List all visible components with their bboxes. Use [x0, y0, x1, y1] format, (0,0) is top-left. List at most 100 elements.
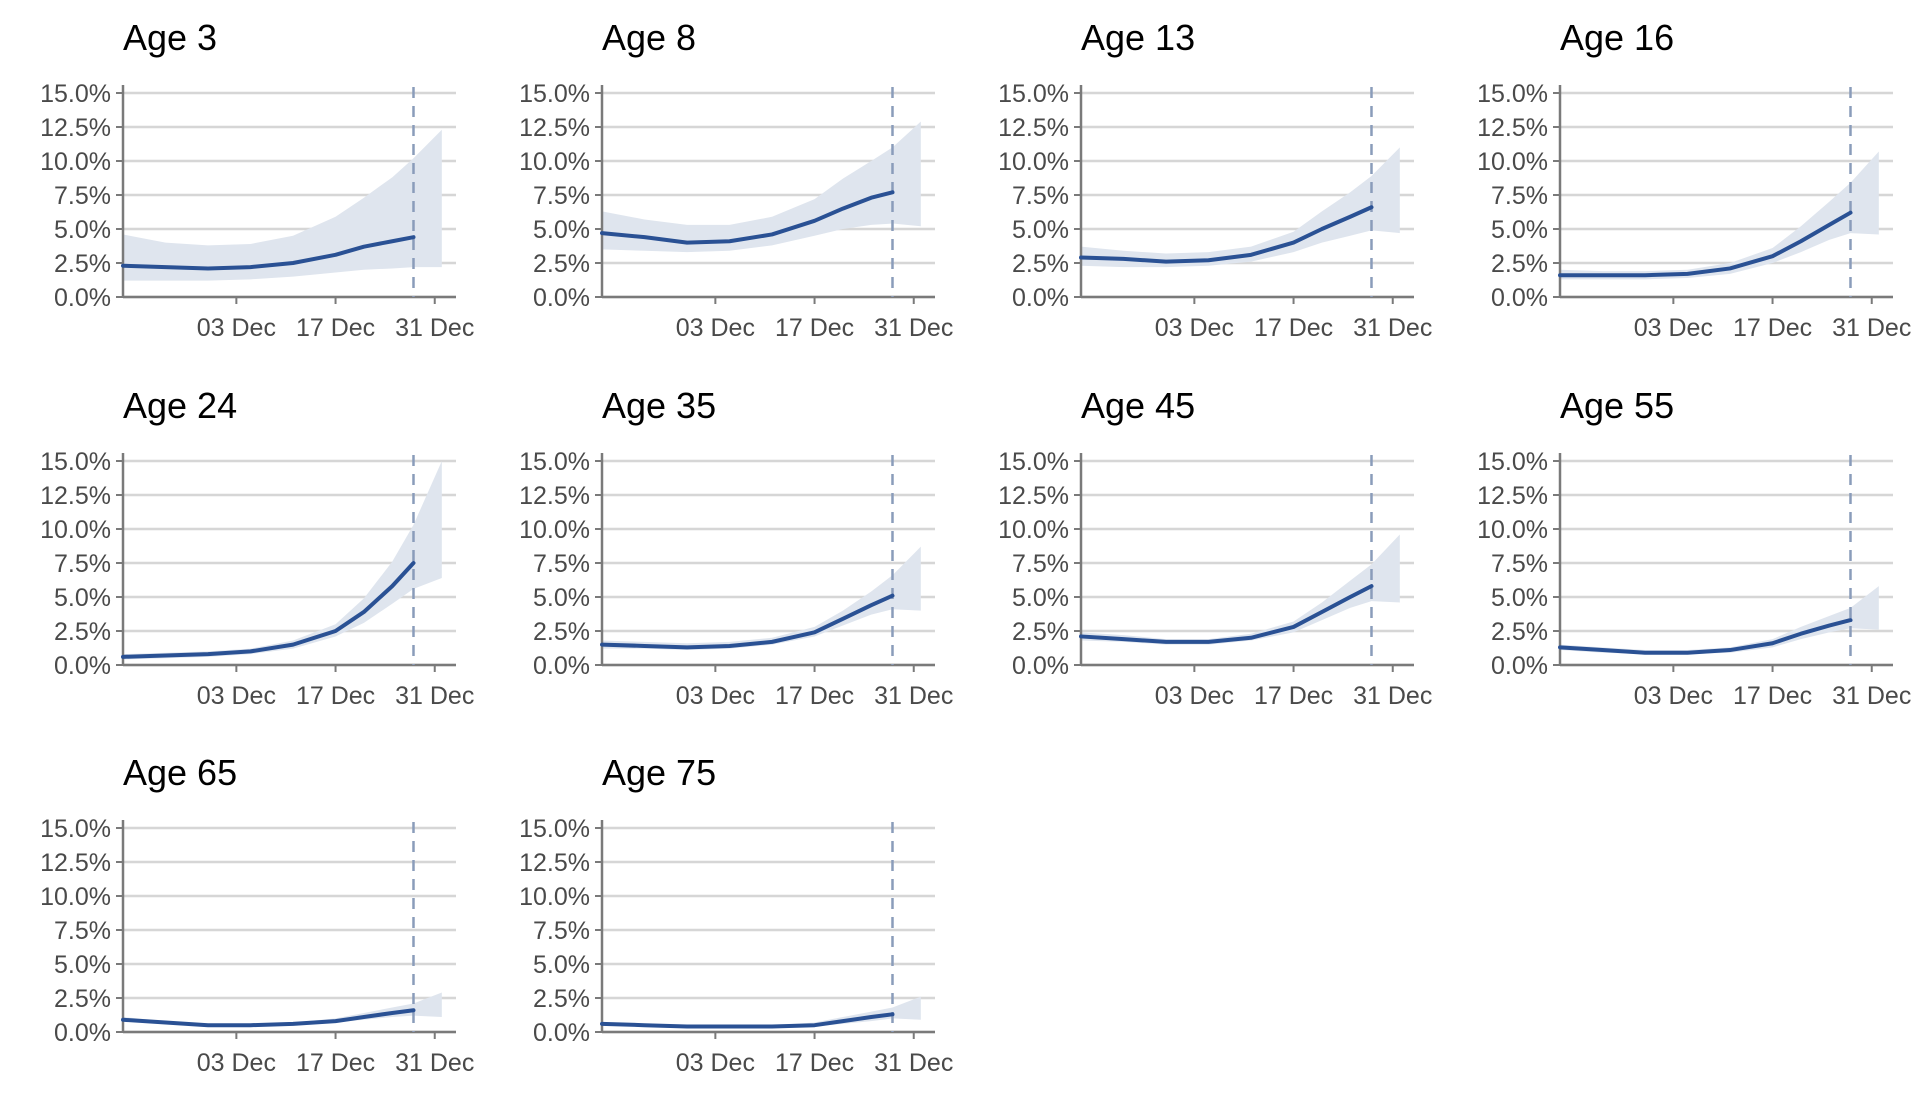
x-tick-label: 17 Dec — [775, 314, 854, 342]
confidence-band — [1081, 147, 1400, 268]
panel-age-65: Age 65 0.0% 2.5% 5.0% 7.5% 10.0% 12.5% 15.0% 03 … — [40, 752, 474, 1077]
series-line — [600, 190, 895, 245]
panel-title: Age 75 — [602, 752, 716, 793]
y-tick-label: 5.0% — [54, 951, 111, 979]
y-tick-label: 5.0% — [54, 584, 111, 612]
x-tick-label: 03 Dec — [1155, 682, 1234, 710]
y-tick-label: 15.0% — [519, 80, 590, 108]
y-tick-label: 0.0% — [533, 284, 590, 312]
y-tick-label: 10.0% — [519, 516, 590, 544]
y-tick-label: 7.5% — [533, 182, 590, 210]
y-tick-label: 15.0% — [1477, 448, 1548, 476]
x-tick-label: 31 Dec — [395, 1049, 474, 1077]
series-line — [600, 593, 895, 650]
y-tick-label: 2.5% — [1491, 250, 1548, 278]
confidence-band — [123, 129, 442, 281]
x-tick-label: 03 Dec — [197, 1049, 276, 1077]
panel-title: Age 55 — [1560, 385, 1674, 426]
panel-age-24: Age 24 0.0% 2.5% 5.0% 7.5% 10.0% 12.5% 15.0% 03 … — [40, 385, 474, 710]
y-tick-label: 5.0% — [533, 951, 590, 979]
x-tick-label: 31 Dec — [874, 682, 953, 710]
x-tick-label: 31 Dec — [395, 682, 474, 710]
y-tick-label: 7.5% — [54, 917, 111, 945]
y-tick-label: 2.5% — [54, 985, 111, 1013]
series-line — [1558, 618, 1853, 655]
panel-age-55: Age 55 0.0% 2.5% 5.0% 7.5% 10.0% 12.5% 15.0% 03 … — [1477, 385, 1911, 710]
series-line — [121, 1008, 416, 1028]
y-tick-label: 2.5% — [54, 618, 111, 646]
y-tick-label: 2.5% — [54, 250, 111, 278]
panel-title: Age 65 — [123, 752, 237, 793]
y-tick-label: 2.5% — [1012, 250, 1069, 278]
y-tick-label: 12.5% — [1477, 114, 1548, 142]
y-tick-label: 15.0% — [1477, 80, 1548, 108]
y-tick-label: 12.5% — [519, 114, 590, 142]
y-tick-label: 5.0% — [1491, 216, 1548, 244]
series-line — [121, 235, 416, 271]
x-tick-label: 17 Dec — [1733, 682, 1812, 710]
y-tick-label: 0.0% — [533, 1019, 590, 1047]
x-tick-label: 03 Dec — [1634, 314, 1713, 342]
y-tick-label: 0.0% — [533, 652, 590, 680]
y-tick-label: 12.5% — [40, 114, 111, 142]
y-tick-label: 10.0% — [40, 516, 111, 544]
confidence-band — [123, 461, 442, 660]
y-tick-label: 7.5% — [533, 550, 590, 578]
y-tick-label: 2.5% — [533, 250, 590, 278]
panel-title: Age 24 — [123, 385, 237, 426]
y-tick-label: 12.5% — [519, 849, 590, 877]
y-tick-label: 10.0% — [1477, 148, 1548, 176]
y-tick-label: 7.5% — [1012, 182, 1069, 210]
y-tick-label: 0.0% — [1012, 652, 1069, 680]
x-tick-label: 03 Dec — [676, 1049, 755, 1077]
panel-age-8: Age 8 0.0% 2.5% 5.0% 7.5% 10.0% 12.5% 15.0% 03 D… — [519, 17, 953, 342]
x-tick-label: 17 Dec — [1254, 314, 1333, 342]
panel-age-13: Age 13 0.0% 2.5% 5.0% 7.5% 10.0% 12.5% 15.0% 03 … — [998, 17, 1432, 342]
y-tick-label: 5.0% — [533, 584, 590, 612]
y-tick-label: 2.5% — [1012, 618, 1069, 646]
series-line — [1558, 210, 1853, 278]
y-tick-label: 10.0% — [519, 883, 590, 911]
x-tick-label: 31 Dec — [1353, 682, 1432, 710]
y-tick-label: 5.0% — [533, 216, 590, 244]
y-tick-label: 15.0% — [519, 448, 590, 476]
confidence-band — [1081, 534, 1400, 645]
panel-title: Age 35 — [602, 385, 716, 426]
panel-title: Age 3 — [123, 17, 217, 58]
x-tick-label: 31 Dec — [1353, 314, 1432, 342]
panel-title: Age 16 — [1560, 17, 1674, 58]
y-tick-label: 0.0% — [54, 1019, 111, 1047]
x-tick-label: 17 Dec — [296, 314, 375, 342]
y-tick-label: 0.0% — [1012, 284, 1069, 312]
y-tick-label: 10.0% — [40, 148, 111, 176]
y-tick-label: 10.0% — [519, 148, 590, 176]
y-tick-label: 15.0% — [519, 815, 590, 843]
confidence-band — [602, 996, 921, 1028]
panel-title: Age 13 — [1081, 17, 1195, 58]
panel-title: Age 45 — [1081, 385, 1195, 426]
x-tick-label: 31 Dec — [1832, 682, 1911, 710]
panel-age-35: Age 35 0.0% 2.5% 5.0% 7.5% 10.0% 12.5% 15.0% 03 … — [519, 385, 953, 710]
x-tick-label: 17 Dec — [775, 1049, 854, 1077]
y-tick-label: 12.5% — [40, 482, 111, 510]
y-tick-label: 12.5% — [40, 849, 111, 877]
y-tick-label: 7.5% — [533, 917, 590, 945]
x-tick-label: 03 Dec — [197, 682, 276, 710]
y-tick-label: 0.0% — [1491, 284, 1548, 312]
panel-title: Age 8 — [602, 17, 696, 58]
y-tick-label: 15.0% — [40, 448, 111, 476]
y-tick-label: 5.0% — [54, 216, 111, 244]
panel-age-3: Age 3 0.0% 2.5% 5.0% 7.5% 10.0% 12.5% 15.0% 03 D… — [40, 17, 474, 342]
y-tick-label: 7.5% — [1491, 550, 1548, 578]
x-tick-label: 03 Dec — [676, 682, 755, 710]
y-tick-label: 12.5% — [1477, 482, 1548, 510]
y-tick-label: 15.0% — [998, 80, 1069, 108]
y-tick-label: 15.0% — [40, 80, 111, 108]
x-tick-label: 31 Dec — [874, 314, 953, 342]
series-line — [1079, 584, 1374, 644]
x-tick-label: 03 Dec — [1634, 682, 1713, 710]
series-line — [121, 561, 416, 659]
y-tick-label: 15.0% — [40, 815, 111, 843]
y-tick-label: 7.5% — [54, 182, 111, 210]
y-tick-label: 0.0% — [54, 652, 111, 680]
